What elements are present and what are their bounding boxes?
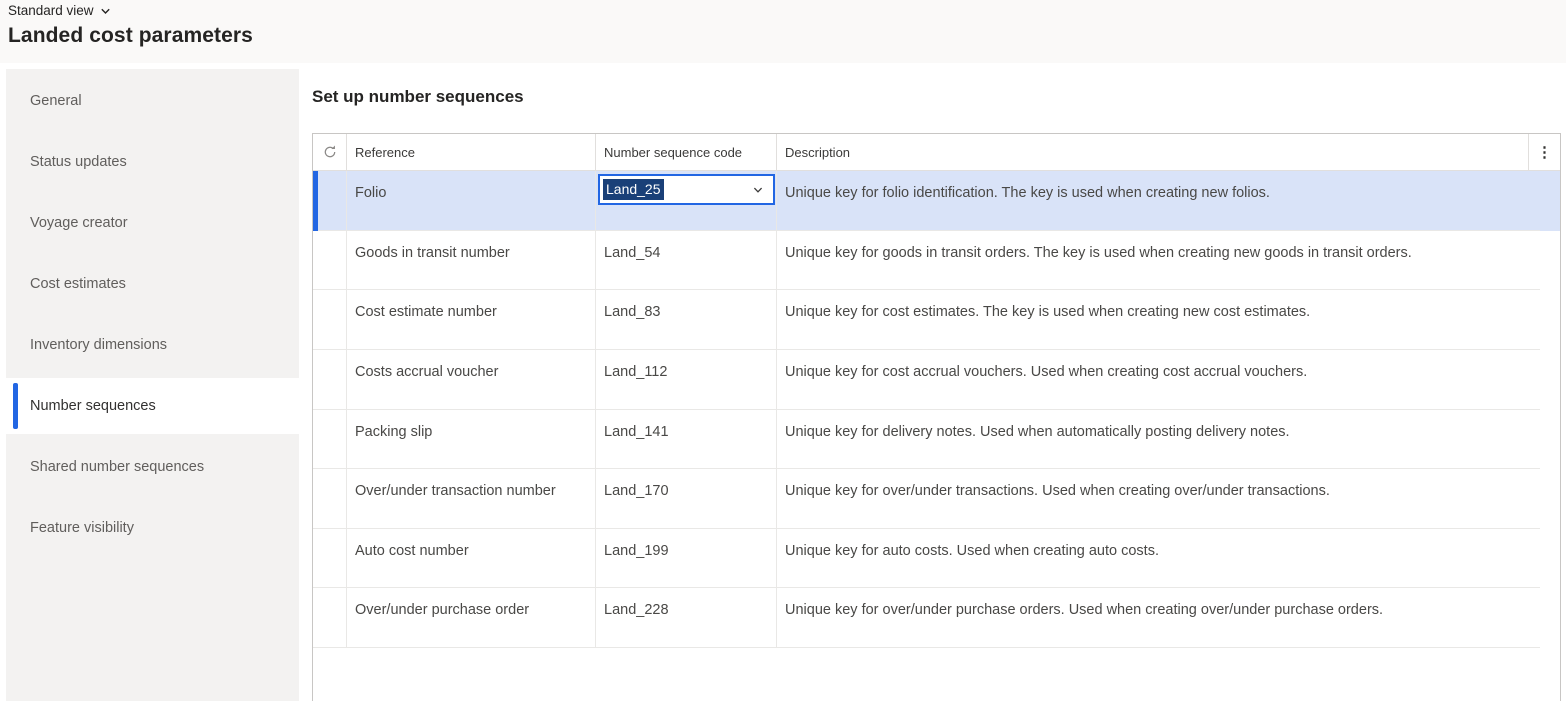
view-selector-button[interactable]: Standard view	[8, 1, 111, 19]
column-header-description[interactable]: Description	[777, 134, 1529, 170]
number-sequence-code-value: Land_112	[604, 363, 668, 380]
sidebar-item-number-sequences[interactable]: Number sequences	[6, 378, 299, 434]
reference-cell[interactable]: Goods in transit number	[347, 230, 596, 291]
table-row[interactable]: Packing slip Land_141 Unique key for del…	[313, 409, 1560, 470]
column-header-number-sequence-code[interactable]: Number sequence code	[596, 134, 777, 170]
reference-cell[interactable]: Folio	[347, 171, 596, 231]
row-selector-cell[interactable]	[313, 290, 347, 350]
sidebar-item-label: Voyage creator	[30, 215, 128, 231]
number-sequence-combobox[interactable]: Land_25	[598, 174, 775, 205]
number-sequence-code-value: Land_141	[604, 423, 669, 440]
reference-cell[interactable]: Over/under transaction number	[347, 469, 596, 529]
refresh-icon	[324, 145, 335, 158]
grid-header-row: Reference Number sequence code Descripti…	[313, 134, 1560, 171]
sidebar-item-status-updates[interactable]: Status updates	[6, 134, 299, 190]
number-sequence-code-value: Land_83	[604, 304, 661, 321]
reference-cell[interactable]: Costs accrual voucher	[347, 349, 596, 410]
grid-body: Folio Land_25 Unique key for folio ident…	[313, 171, 1560, 648]
number-sequences-grid: Reference Number sequence code Descripti…	[312, 133, 1561, 701]
table-row[interactable]: Folio Land_25 Unique key for folio ident…	[313, 171, 1560, 231]
row-selector-cell[interactable]	[313, 528, 347, 589]
number-sequence-code-cell[interactable]: Land_141	[596, 409, 777, 470]
number-sequence-code-cell[interactable]: Land_25	[596, 171, 777, 231]
reference-cell[interactable]: Auto cost number	[347, 528, 596, 589]
row-selector-cell[interactable]	[313, 469, 347, 529]
number-sequence-code-cell[interactable]: Land_112	[596, 349, 777, 410]
chevron-down-icon[interactable]	[752, 184, 764, 196]
sidebar-item-feature-visibility[interactable]: Feature visibility	[6, 500, 299, 556]
reference-cell[interactable]: Over/under purchase order	[347, 588, 596, 648]
row-selector-cell[interactable]	[313, 349, 347, 410]
sidebar-item-label: Shared number sequences	[30, 459, 205, 475]
top-header	[0, 0, 1566, 63]
selected-indicator	[13, 383, 18, 429]
table-row[interactable]: Auto cost number Land_199 Unique key for…	[313, 528, 1560, 589]
description-cell[interactable]: Unique key for delivery notes. Used when…	[785, 423, 1290, 440]
number-sequence-code-value: Land_170	[604, 483, 669, 500]
settings-nav-sidebar: General Status updates Voyage creator Co…	[6, 69, 299, 701]
sidebar-item-voyage-creator[interactable]: Voyage creator	[6, 195, 299, 251]
table-row[interactable]: Costs accrual voucher Land_112 Unique ke…	[313, 349, 1560, 410]
row-selector-cell[interactable]	[313, 409, 347, 470]
refresh-header-cell	[313, 134, 347, 170]
more-vertical-icon: ⋮	[1537, 143, 1552, 161]
description-cell[interactable]: Unique key for goods in transit orders. …	[785, 244, 1412, 261]
description-cell[interactable]: Unique key for cost estimates. The key i…	[785, 304, 1311, 321]
sidebar-item-shared-number-sequences[interactable]: Shared number sequences	[6, 439, 299, 495]
number-sequence-code-cell[interactable]: Land_83	[596, 290, 777, 350]
table-row[interactable]: Cost estimate number Land_83 Unique key …	[313, 290, 1560, 350]
number-sequence-code-cell[interactable]: Land_170	[596, 469, 777, 529]
sidebar-item-label: Cost estimates	[30, 276, 126, 292]
page-title: Landed cost parameters	[8, 24, 253, 47]
section-title: Set up number sequences	[312, 87, 524, 106]
number-sequence-code-cell[interactable]: Land_54	[596, 230, 777, 291]
row-selector-cell[interactable]	[313, 230, 347, 291]
sidebar-item-label: General	[30, 93, 82, 109]
number-sequence-code-value: Land_54	[604, 244, 661, 261]
combobox-selected-value: Land_25	[603, 178, 664, 201]
row-selector-cell[interactable]	[313, 171, 347, 231]
description-cell[interactable]: Unique key for over/under transactions. …	[785, 483, 1330, 500]
chevron-down-icon	[100, 4, 111, 17]
table-row[interactable]: Over/under purchase order Land_228 Uniqu…	[313, 588, 1560, 648]
sidebar-item-label: Inventory dimensions	[30, 337, 168, 353]
grid-options-button[interactable]: ⋮	[1529, 134, 1560, 170]
description-cell[interactable]: Unique key for folio identification. The…	[785, 185, 1270, 201]
view-selector-label: Standard view	[8, 2, 94, 18]
number-sequence-code-value: Land_228	[604, 602, 669, 619]
table-row[interactable]: Goods in transit number Land_54 Unique k…	[313, 230, 1560, 291]
table-row[interactable]: Over/under transaction number Land_170 U…	[313, 469, 1560, 529]
sidebar-item-general[interactable]: General	[6, 73, 299, 129]
reference-cell[interactable]: Packing slip	[347, 409, 596, 470]
number-sequence-code-cell[interactable]: Land_228	[596, 588, 777, 648]
description-cell[interactable]: Unique key for auto costs. Used when cre…	[785, 542, 1159, 559]
sidebar-item-label: Feature visibility	[30, 520, 134, 536]
reference-cell[interactable]: Cost estimate number	[347, 290, 596, 350]
number-sequence-code-cell[interactable]: Land_199	[596, 528, 777, 589]
sidebar-item-label: Status updates	[30, 154, 127, 170]
description-cell[interactable]: Unique key for over/under purchase order…	[785, 602, 1384, 619]
description-cell[interactable]: Unique key for cost accrual vouchers. Us…	[785, 363, 1308, 380]
sidebar-item-label: Number sequences	[30, 398, 156, 414]
sidebar-item-inventory-dimensions[interactable]: Inventory dimensions	[6, 317, 299, 373]
sidebar-item-cost-estimates[interactable]: Cost estimates	[6, 256, 299, 312]
row-selector-cell[interactable]	[313, 588, 347, 648]
number-sequence-code-value: Land_199	[604, 542, 669, 559]
column-header-reference[interactable]: Reference	[347, 134, 596, 170]
refresh-button[interactable]	[313, 134, 346, 170]
